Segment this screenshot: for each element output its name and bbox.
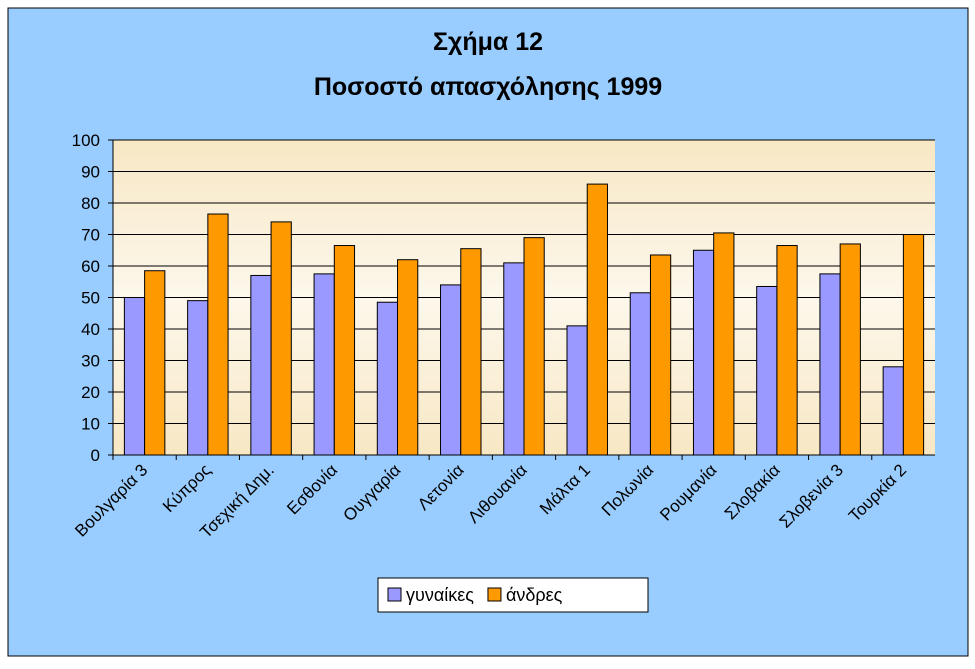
y-tick-label: 0	[91, 446, 100, 465]
bar	[523, 237, 545, 456]
bar	[629, 292, 651, 456]
bar	[397, 259, 419, 456]
bar	[460, 248, 482, 456]
bar	[839, 243, 861, 456]
bar	[776, 245, 798, 456]
y-tick-label: 80	[81, 194, 100, 213]
y-tick-label: 30	[81, 352, 100, 371]
bar	[187, 300, 209, 456]
bar	[333, 245, 356, 456]
bar	[440, 284, 462, 456]
y-tick-label: 90	[81, 163, 100, 182]
bar	[882, 366, 904, 456]
bar	[586, 183, 608, 456]
y-tick-label: 100	[72, 131, 100, 150]
bar	[270, 221, 292, 456]
legend-label: γυναίκες	[406, 585, 474, 605]
bar	[566, 325, 588, 456]
bar	[144, 270, 166, 456]
bar	[819, 273, 841, 456]
bar	[713, 232, 735, 456]
y-tick-label: 50	[81, 289, 100, 308]
bar	[692, 249, 715, 456]
legend-box	[377, 577, 649, 613]
legend	[377, 577, 649, 613]
chart-title: Σχήμα 12	[433, 28, 543, 56]
y-tick-label: 20	[81, 383, 100, 402]
bar	[250, 274, 272, 456]
legend-swatch	[487, 587, 502, 602]
bar	[376, 301, 399, 456]
bar	[649, 254, 672, 456]
bar	[313, 273, 335, 456]
legend-swatch	[387, 587, 402, 602]
y-tick-label: 70	[81, 226, 100, 245]
legend-label: άνδρες	[506, 585, 563, 605]
chart-subtitle: Ποσοστό απασχόλησης 1999	[314, 73, 662, 101]
y-tick-label: 10	[81, 415, 100, 434]
y-tick-label: 60	[81, 257, 100, 276]
bar	[123, 297, 146, 456]
bar	[902, 234, 925, 456]
bar	[503, 262, 525, 456]
bar	[756, 285, 778, 456]
bar	[207, 213, 229, 456]
y-tick-label: 40	[81, 320, 100, 339]
